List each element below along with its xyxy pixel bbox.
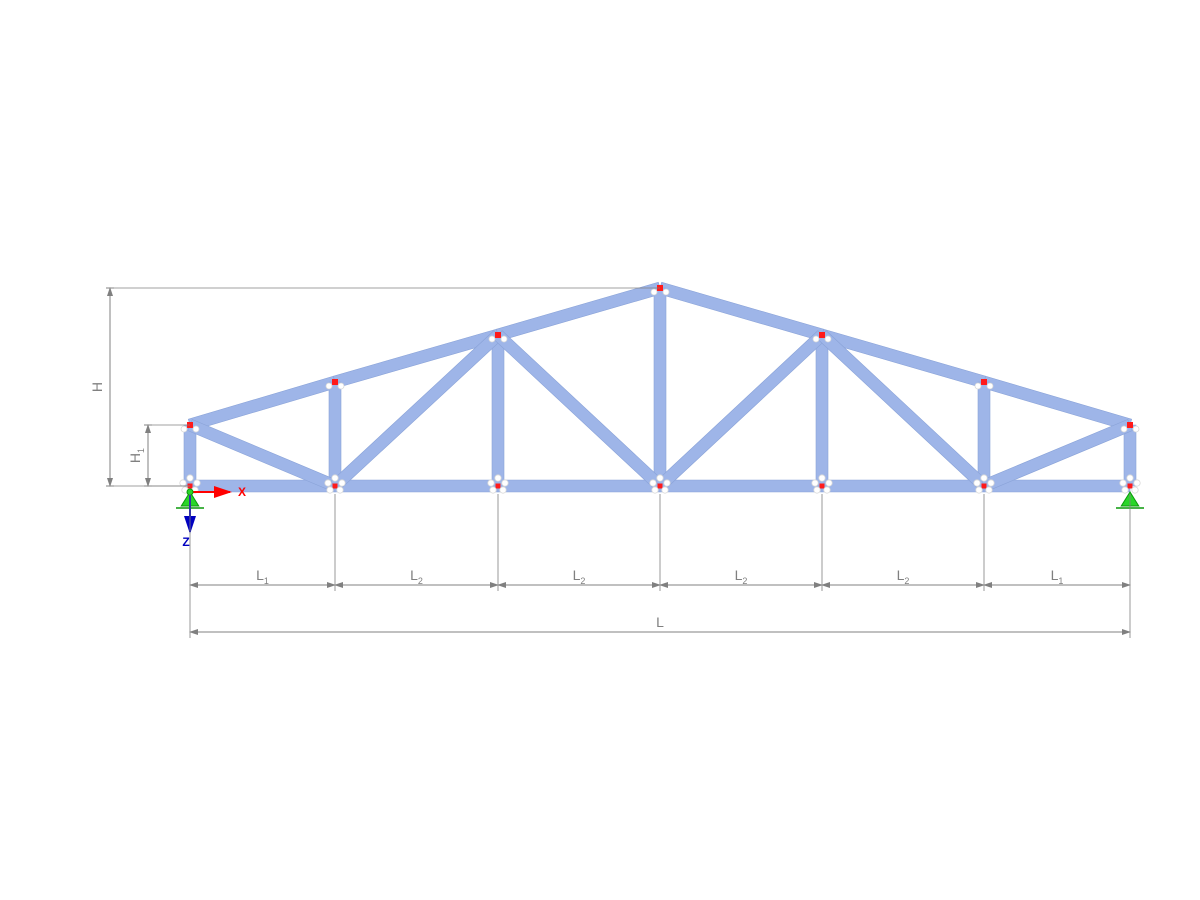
release-marker xyxy=(662,487,668,493)
release-marker xyxy=(180,480,186,486)
truss-member xyxy=(978,382,990,486)
release-marker xyxy=(819,475,825,481)
release-marker xyxy=(500,487,506,493)
release-marker xyxy=(495,475,501,481)
release-marker xyxy=(193,426,199,432)
truss-member xyxy=(982,376,1131,431)
truss-member xyxy=(816,335,828,486)
release-marker xyxy=(502,480,508,486)
release-marker xyxy=(325,480,331,486)
release-marker xyxy=(825,336,831,342)
truss-member xyxy=(654,288,666,486)
truss-member xyxy=(188,376,336,431)
release-marker xyxy=(975,383,981,389)
release-marker xyxy=(326,383,332,389)
hinge-marker xyxy=(333,484,338,489)
release-marker xyxy=(501,336,507,342)
release-marker xyxy=(650,480,656,486)
release-marker xyxy=(339,480,345,486)
dimension-label: H1 xyxy=(127,448,146,463)
release-marker xyxy=(337,487,343,493)
truss-member xyxy=(498,480,660,492)
truss-member xyxy=(660,480,822,492)
truss-member xyxy=(329,382,341,486)
dimensions: H H1 L1 L2 L2 L2 L2 L1 L xyxy=(89,288,1130,638)
hinge-marker xyxy=(332,379,338,385)
truss-member xyxy=(492,335,504,486)
hinge-marker xyxy=(982,484,987,489)
release-marker xyxy=(663,289,669,295)
release-marker xyxy=(1134,480,1140,486)
release-marker xyxy=(976,487,982,493)
hinge-marker xyxy=(1127,422,1133,428)
release-marker xyxy=(652,487,658,493)
release-marker xyxy=(1133,426,1139,432)
dimension-label: L2 xyxy=(897,567,910,586)
dimension-label: L1 xyxy=(1051,567,1064,586)
release-marker xyxy=(987,383,993,389)
dimension-label: L2 xyxy=(573,567,586,586)
hinge-marker xyxy=(496,484,501,489)
hinge-marker xyxy=(495,332,501,338)
hinge-marker xyxy=(1128,484,1133,489)
dimension-label: H xyxy=(89,382,105,392)
release-marker xyxy=(1132,487,1138,493)
hinge-marker xyxy=(981,379,987,385)
truss-member xyxy=(656,331,826,491)
release-marker xyxy=(974,480,980,486)
release-marker xyxy=(488,480,494,486)
hinge-marker xyxy=(819,332,825,338)
release-marker xyxy=(327,487,333,493)
release-marker xyxy=(826,480,832,486)
release-marker xyxy=(490,487,496,493)
release-marker xyxy=(1122,487,1128,493)
release-marker xyxy=(651,289,657,295)
release-marker xyxy=(986,487,992,493)
release-marker xyxy=(988,480,994,486)
z-axis-label: Z xyxy=(182,535,189,549)
release-marker xyxy=(1127,475,1133,481)
hinge-marker xyxy=(820,484,825,489)
release-marker xyxy=(489,336,495,342)
x-axis-label: X xyxy=(238,485,246,499)
truss-member xyxy=(335,480,498,492)
release-marker xyxy=(332,475,338,481)
dimension-label: L2 xyxy=(735,567,748,586)
release-marker xyxy=(664,480,670,486)
release-marker xyxy=(813,336,819,342)
dimension-label: L2 xyxy=(410,567,423,586)
coord-system: XZ xyxy=(182,485,246,549)
release-marker xyxy=(338,383,344,389)
release-marker xyxy=(814,487,820,493)
release-marker xyxy=(181,426,187,432)
release-marker xyxy=(981,475,987,481)
release-marker xyxy=(1121,426,1127,432)
truss-member xyxy=(494,331,664,491)
dimension-label: L1 xyxy=(256,567,269,586)
release-marker xyxy=(187,475,193,481)
dimension-label: L xyxy=(656,614,664,630)
truss-member xyxy=(822,480,984,492)
truss-diagram: XZHH1L1L2L2L2L2L1L xyxy=(0,0,1200,900)
release-marker xyxy=(657,475,663,481)
release-marker xyxy=(1120,480,1126,486)
truss-member xyxy=(496,282,661,341)
release-marker xyxy=(812,480,818,486)
truss-member xyxy=(658,282,823,341)
release-marker xyxy=(194,480,200,486)
release-marker xyxy=(824,487,830,493)
hinge-marker xyxy=(658,484,663,489)
